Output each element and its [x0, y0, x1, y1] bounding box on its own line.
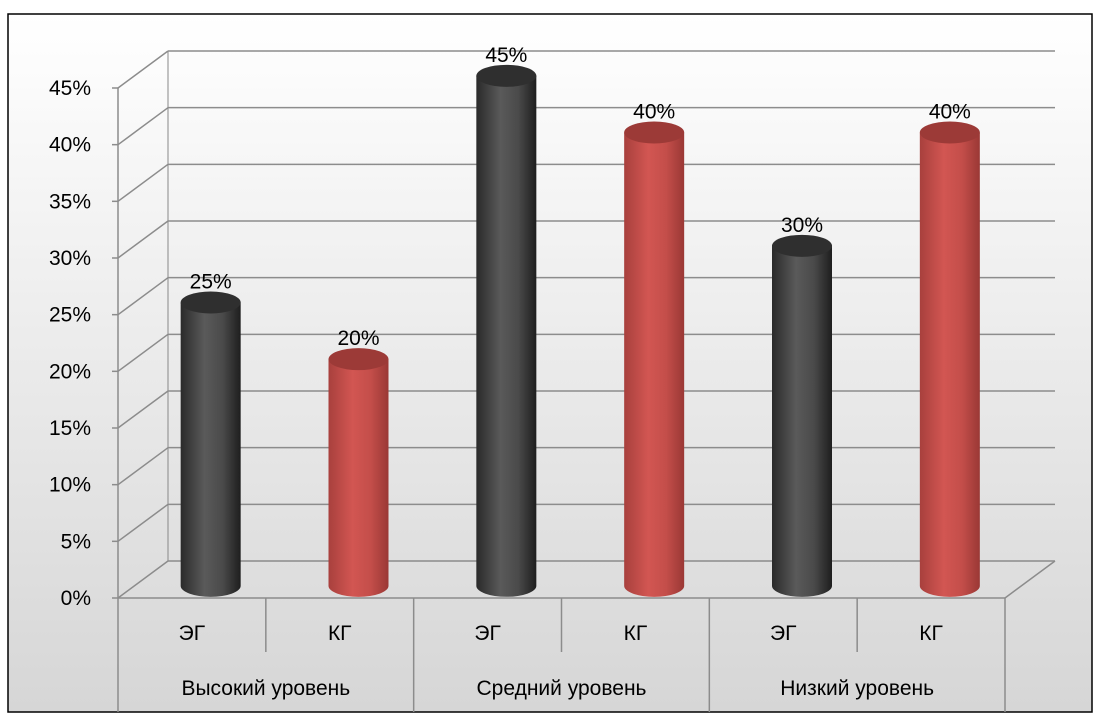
- bar-body: [328, 359, 389, 597]
- bar-body: [624, 132, 685, 597]
- category-label: КГ: [624, 622, 648, 645]
- y-tick-label: 30%: [49, 247, 91, 270]
- group-label: Низкий уровень: [780, 677, 934, 700]
- data-label: 20%: [337, 327, 379, 350]
- data-labels: 25% 20% 45% 40% 30% 40%: [190, 44, 971, 350]
- data-label: 45%: [485, 44, 527, 67]
- data-label: 40%: [633, 100, 675, 123]
- y-tick-label: 40%: [49, 134, 91, 157]
- category-label: КГ: [328, 622, 352, 645]
- data-label: 30%: [781, 214, 823, 237]
- bars: [180, 64, 980, 597]
- category-label: ЭГ: [770, 622, 796, 645]
- bar: [180, 291, 241, 597]
- gridlines: [117, 50, 1055, 599]
- gridline-side: [117, 560, 169, 599]
- floor-edge-right: [1004, 560, 1056, 599]
- x-axis-categories: ЭГ КГ ЭГ КГ ЭГ КГ: [117, 598, 1006, 712]
- group-label: Средний уровень: [477, 677, 647, 700]
- gridline-side: [117, 50, 169, 89]
- y-tick-label: 5%: [61, 530, 91, 553]
- data-label: 40%: [929, 100, 971, 123]
- bar-top: [476, 64, 537, 87]
- category-label: ЭГ: [474, 622, 500, 645]
- group-label: Высокий уровень: [181, 677, 350, 700]
- bar: [476, 64, 537, 597]
- y-tick-label: 0%: [61, 587, 91, 610]
- y-tick-label: 15%: [49, 417, 91, 440]
- bar-body: [476, 75, 537, 597]
- bar-top: [180, 291, 241, 314]
- gridline-side: [117, 277, 169, 316]
- gridline-side: [117, 107, 169, 146]
- bar-top: [919, 121, 980, 144]
- bar: [919, 121, 980, 597]
- gridline-side: [117, 333, 169, 372]
- bar-body: [919, 132, 980, 597]
- gridline-side: [117, 503, 169, 542]
- gridline-side: [117, 447, 169, 486]
- data-label: 25%: [190, 270, 232, 293]
- bar: [624, 121, 685, 597]
- y-tick-label: 35%: [49, 190, 91, 213]
- bar-top: [328, 348, 389, 371]
- x-axis-groups: Высокий уровень Средний уровень Низкий уро…: [181, 677, 934, 700]
- bar-top: [624, 121, 685, 144]
- gridline-side: [117, 163, 169, 202]
- y-tick-label: 25%: [49, 304, 91, 327]
- bar: [328, 348, 389, 597]
- y-tick-label: 45%: [49, 77, 91, 100]
- bar: [772, 234, 832, 597]
- y-axis-ticks: 0% 5% 10% 15% 20% 25% 30% 35% 40% 45%: [49, 77, 118, 610]
- y-tick-label: 10%: [49, 474, 91, 497]
- category-label: ЭГ: [179, 622, 205, 645]
- bar-top: [772, 234, 832, 257]
- gridline-side: [117, 390, 169, 429]
- y-tick-label: 20%: [49, 360, 91, 383]
- bar-body: [180, 302, 241, 597]
- category-label: КГ: [919, 622, 943, 645]
- gridline-side: [117, 220, 169, 259]
- bar-body: [772, 245, 832, 597]
